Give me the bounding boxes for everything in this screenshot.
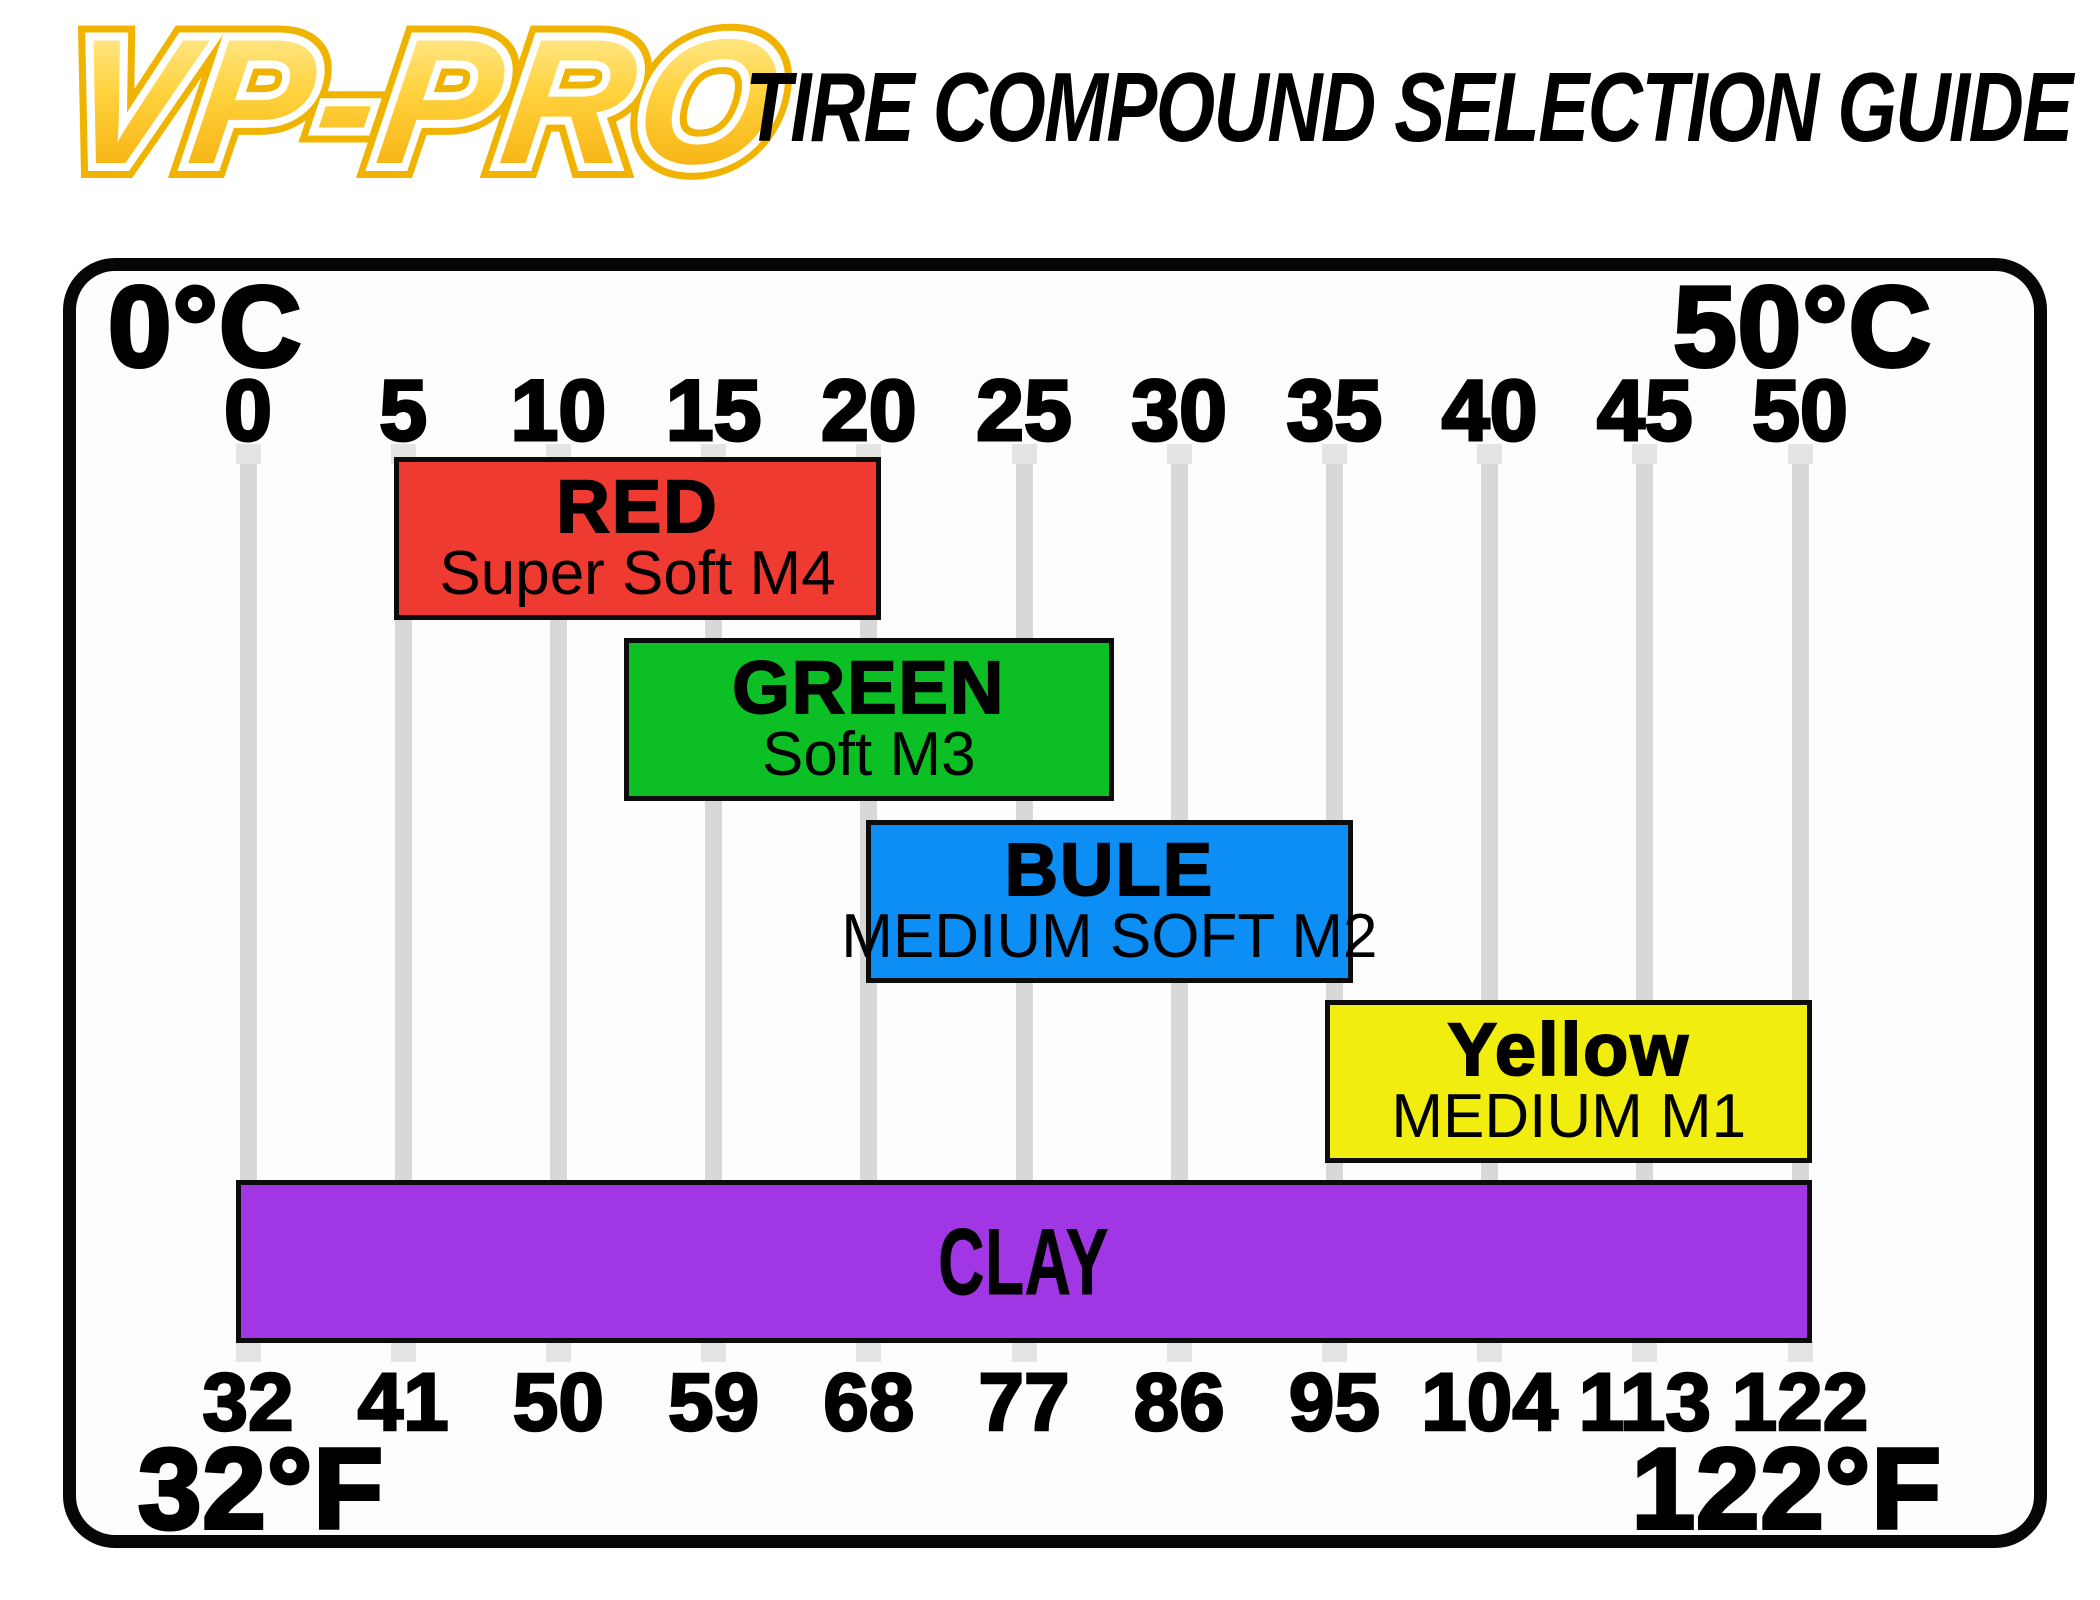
bar-name-label: GREEN (731, 646, 1006, 730)
celsius-tick-label: 50 (1751, 363, 1850, 459)
gridline-tick-bottom (1787, 1342, 1813, 1362)
bar-name-label: RED (555, 465, 719, 549)
celsius-tick-label: 15 (664, 363, 763, 459)
compound-bar-clay: CLAY (235, 1180, 1813, 1343)
fahrenheit-tick-label: 41 (356, 1357, 450, 1448)
compound-bar-bule: BULE MEDIUM SOFT M2 (841, 820, 1377, 983)
celsius-min-label: 0°C (106, 264, 303, 391)
celsius-max-label: 50°C (1671, 264, 1933, 391)
gridline (239, 444, 257, 1362)
gridline-tick-top (235, 444, 261, 464)
fahrenheit-tick-label: 50 (512, 1357, 606, 1448)
fahrenheit-tick-label: 95 (1288, 1357, 1382, 1448)
celsius-tick-label: 45 (1595, 363, 1694, 459)
gridline-tick-bottom (856, 1342, 882, 1362)
gridline-tick-top (1632, 444, 1658, 464)
fahrenheit-max-label: 122°F (1630, 1426, 1943, 1553)
gridline-tick-bottom (545, 1342, 571, 1362)
gridline (549, 444, 567, 1362)
gridline (394, 444, 412, 1362)
bar-name-label: Yellow (1447, 1008, 1690, 1092)
celsius-tick-label: 40 (1440, 363, 1539, 459)
gridline-tick-top (1787, 444, 1813, 464)
fahrenheit-min-label: 32°F (136, 1426, 385, 1553)
bar-subtitle-label: Soft M3 (761, 719, 976, 789)
fahrenheit-tick-label: 68 (822, 1357, 916, 1448)
gridline-tick-bottom (1166, 1342, 1192, 1362)
fahrenheit-tick-label: 86 (1132, 1357, 1226, 1448)
gridline-tick-bottom (1011, 1342, 1037, 1362)
fahrenheit-tick-label: 104 (1420, 1357, 1559, 1448)
gridline-tick-top (1477, 444, 1503, 464)
fahrenheit-tick-label: 77 (977, 1357, 1071, 1448)
bar-subtitle-label: MEDIUM M1 (1391, 1081, 1747, 1151)
compound-bar-yellow: Yellow MEDIUM M1 (1325, 1000, 1813, 1163)
gridline-tick-bottom (1321, 1342, 1347, 1362)
compound-bar-green: GREEN Soft M3 (623, 638, 1114, 801)
gridline-tick-bottom (701, 1342, 727, 1362)
celsius-tick-label: 35 (1285, 363, 1384, 459)
gridline-tick-bottom (235, 1342, 261, 1362)
compound-bar-red: RED Super Soft M4 (393, 457, 882, 620)
fahrenheit-tick-label: 122 (1730, 1357, 1869, 1448)
gridline-tick-top (1166, 444, 1192, 464)
celsius-tick-label: 20 (819, 363, 918, 459)
bar-name-label: BULE (1004, 828, 1215, 912)
bar-subtitle-label: MEDIUM SOFT M2 (841, 901, 1378, 971)
gridline-tick-bottom (390, 1342, 416, 1362)
celsius-tick-label: 0 (223, 363, 274, 459)
gridline-tick-bottom (1477, 1342, 1503, 1362)
fahrenheit-tick-label: 32 (201, 1357, 295, 1448)
gridline-tick-bottom (1632, 1342, 1658, 1362)
fahrenheit-tick-label: 59 (667, 1357, 761, 1448)
celsius-tick-label: 10 (509, 363, 608, 459)
celsius-tick-label: 25 (975, 363, 1074, 459)
fahrenheit-tick-label: 113 (1577, 1357, 1712, 1448)
page-title: TIRE COMPOUND SELECTION GUIDE (745, 52, 2074, 162)
gridline-tick-top (1321, 444, 1347, 464)
gridline-tick-top (1011, 444, 1037, 464)
celsius-tick-label: 30 (1130, 363, 1229, 459)
bar-name-label: CLAY (938, 1208, 1110, 1314)
celsius-tick-label: 5 (378, 363, 429, 459)
bar-subtitle-label: Super Soft M4 (439, 538, 836, 608)
